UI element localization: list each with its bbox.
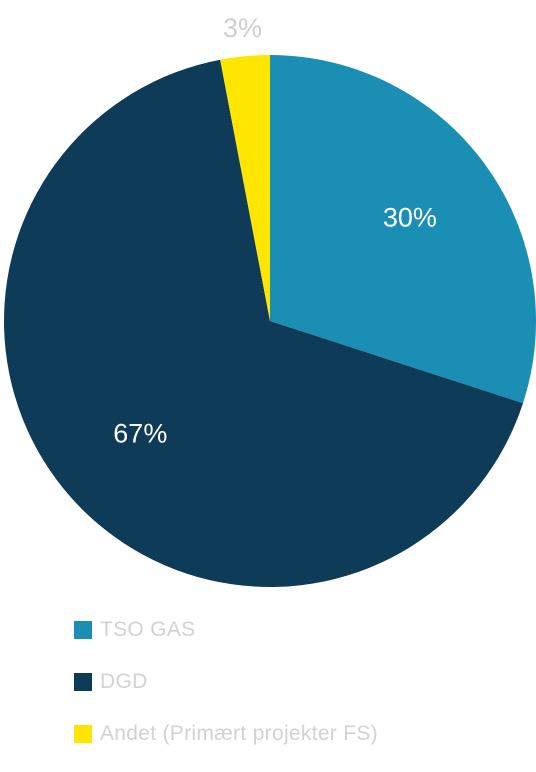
legend-item-tso-gas: TSO GAS bbox=[74, 616, 378, 644]
data-label-tso-gas: 30% bbox=[383, 202, 437, 232]
data-label-andet: 3% bbox=[223, 13, 262, 43]
legend-label-tso-gas: TSO GAS bbox=[100, 618, 196, 641]
legend-item-andet: Andet (Primært projekter FS) bbox=[74, 720, 378, 748]
legend-item-dgd: DGD bbox=[74, 668, 378, 696]
legend: TSO GAS DGD Andet (Primært projekter FS) bbox=[74, 616, 378, 772]
pie-chart: 30% 67% 3% bbox=[4, 13, 536, 587]
data-label-dgd: 67% bbox=[113, 418, 167, 448]
legend-swatch-andet bbox=[74, 725, 92, 743]
legend-swatch-tso-gas bbox=[74, 621, 92, 639]
pie-slice-andet bbox=[220, 55, 270, 321]
legend-label-andet: Andet (Primært projekter FS) bbox=[100, 722, 378, 745]
legend-swatch-dgd bbox=[74, 673, 92, 691]
pie-slice-tso-gas bbox=[270, 55, 536, 404]
pie-slice-dgd bbox=[4, 59, 523, 587]
legend-label-dgd: DGD bbox=[100, 670, 148, 693]
